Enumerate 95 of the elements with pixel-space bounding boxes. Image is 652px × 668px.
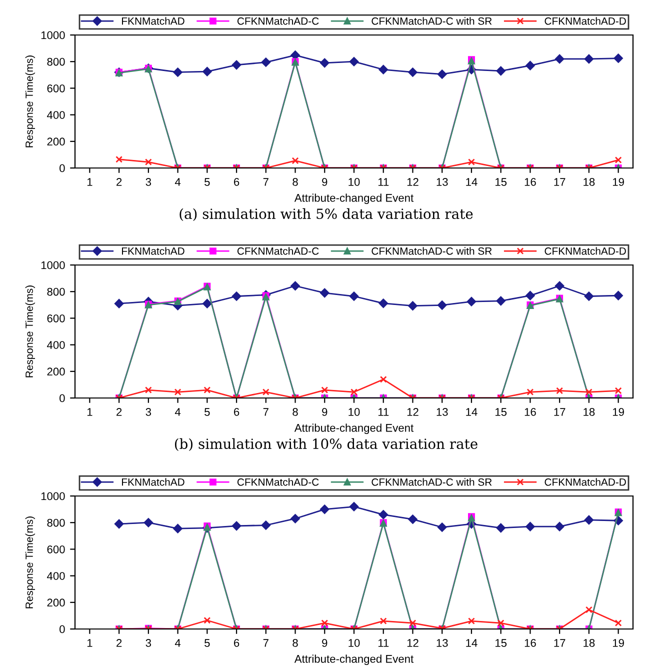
x-tick-label: 12 (407, 408, 418, 416)
x-tick-label: 10 (348, 178, 360, 186)
x-tick-label: 17 (554, 639, 566, 647)
x-tick-label: 5 (204, 639, 210, 647)
x-tick-label: 4 (174, 639, 181, 647)
y-tick-label: 1000 (41, 31, 65, 40)
x-tick-label: 10 (348, 408, 360, 416)
y-tick-label: 0 (60, 164, 65, 172)
y-axis-title: Response Time(ms) (25, 56, 36, 148)
x-tick-label: 1 (87, 639, 92, 647)
x-tick-label: 19 (612, 178, 624, 186)
y-tick-label: 400 (46, 341, 65, 349)
y-tick-label: 600 (47, 545, 65, 554)
legend-label: CFKNMatchAD-C with SR (372, 247, 492, 255)
legend-label: CFKNMatchAD-D (544, 17, 626, 25)
x-tick-label: 12 (407, 178, 418, 186)
x-tick-label: 8 (292, 178, 298, 186)
y-axis-title: Response Time(ms) (25, 516, 36, 608)
x-tick-label: 13 (436, 178, 448, 186)
x-tick-label: 15 (496, 408, 507, 416)
y-tick-label: 800 (47, 58, 65, 66)
y-tick-label: 200 (47, 368, 65, 376)
x-tick-label: 15 (496, 178, 507, 186)
x-tick-label: 7 (263, 178, 268, 186)
x-tick-label: 11 (378, 639, 389, 647)
x-tick-label: 5 (204, 408, 210, 416)
x-tick-label: 4 (174, 408, 181, 416)
y-tick-label: 400 (46, 111, 65, 119)
x-axis-title: Attribute-changed Event (294, 194, 414, 204)
x-tick-label: 1 (87, 408, 92, 416)
x-tick-label: 16 (524, 408, 536, 416)
x-axis-title: Attribute-changed Event (294, 424, 414, 434)
y-tick-label: 1000 (41, 261, 65, 270)
x-tick-label: 8 (292, 639, 298, 647)
y-tick-label: 400 (46, 572, 65, 580)
x-tick-label: 7 (263, 408, 268, 416)
x-tick-label: 14 (466, 639, 478, 647)
x-tick-label: 3 (146, 178, 152, 186)
x-tick-label: 14 (466, 408, 478, 416)
legend-label: CFKNMatchAD-C (237, 247, 319, 255)
x-tick-label: 16 (524, 178, 536, 186)
legend-label: CFKNMatchAD-C (237, 478, 319, 486)
x-tick-label: 9 (322, 639, 328, 647)
x-tick-label: 4 (174, 178, 181, 186)
x-tick-label: 18 (584, 178, 595, 186)
x-tick-label: 11 (378, 178, 389, 186)
y-tick-label: 800 (47, 518, 65, 527)
x-tick-label: 15 (496, 639, 507, 647)
legend-label: FKNMatchAD (122, 17, 184, 25)
x-tick-label: 6 (234, 178, 240, 186)
x-tick-label: 13 (436, 408, 448, 416)
y-tick-label: 600 (47, 84, 65, 92)
x-tick-label: 5 (204, 178, 210, 186)
text: (a) simulation with 5% data variation rate (180, 208, 473, 221)
y-tick-label: 0 (60, 394, 65, 402)
legend-label: CFKNMatchAD-D (544, 247, 626, 255)
legend-label: CFKNMatchAD-C (237, 17, 319, 25)
y-tick-label: 600 (47, 314, 65, 322)
x-tick-label: 17 (554, 408, 566, 416)
legend-label: FKNMatchAD (122, 247, 184, 255)
x-tick-label: 17 (554, 178, 566, 186)
legend-label: CFKNMatchAD-D (544, 478, 626, 486)
legend-label: CFKNMatchAD-C with SR (372, 17, 492, 25)
x-tick-label: 18 (584, 639, 595, 647)
y-axis-title: Response Time(ms) (25, 286, 36, 378)
text: (b) simulation with 10% data variation rate (174, 438, 478, 451)
legend-label: CFKNMatchAD-C with SR (372, 478, 492, 486)
x-tick-label: 9 (322, 408, 328, 416)
x-tick-label: 10 (348, 639, 360, 647)
x-tick-label: 18 (584, 408, 595, 416)
y-tick-label: 200 (47, 598, 65, 607)
x-tick-label: 12 (407, 639, 418, 647)
x-tick-label: 6 (234, 639, 240, 647)
x-tick-label: 11 (378, 408, 389, 416)
y-tick-label: 200 (47, 138, 65, 146)
x-tick-label: 8 (292, 408, 298, 416)
x-tick-label: 3 (146, 408, 152, 416)
x-tick-label: 19 (612, 408, 624, 416)
x-tick-label: 9 (322, 178, 328, 186)
y-tick-label: 800 (47, 288, 65, 296)
x-tick-label: 14 (466, 178, 478, 186)
x-axis-title: Attribute-changed Event (294, 654, 414, 665)
y-tick-label: 1000 (41, 492, 65, 500)
x-tick-label: 1 (87, 178, 92, 186)
x-tick-label: 2 (116, 408, 122, 416)
x-tick-label: 16 (524, 639, 536, 647)
x-tick-label: 13 (436, 639, 448, 647)
x-tick-label: 2 (116, 178, 122, 186)
x-tick-label: 3 (146, 639, 152, 647)
x-tick-label: 19 (612, 639, 624, 647)
x-tick-label: 6 (234, 408, 240, 416)
legend-label: FKNMatchAD (122, 478, 184, 486)
y-tick-label: 0 (60, 625, 65, 634)
x-tick-label: 7 (263, 639, 268, 647)
x-tick-label: 2 (116, 639, 122, 647)
